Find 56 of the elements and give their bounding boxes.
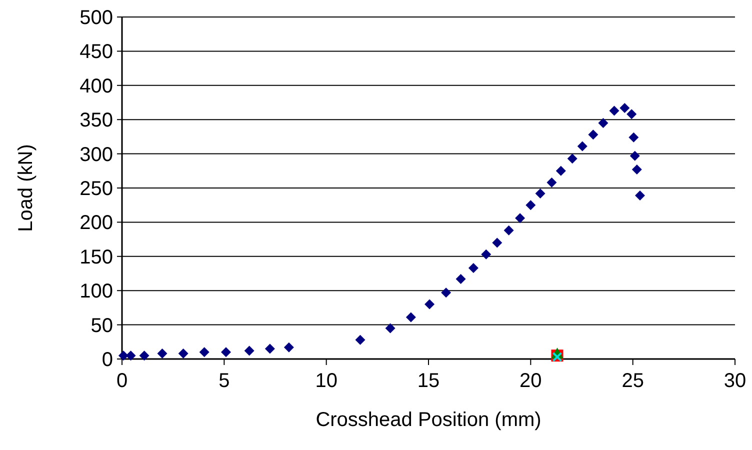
point: [504, 225, 514, 236]
point: [385, 323, 396, 334]
point: [526, 200, 536, 210]
y-axis-title: Load (kN): [15, 144, 37, 232]
point: [139, 350, 150, 361]
point: [264, 344, 275, 354]
point: [456, 274, 466, 284]
y-tick-label: 450: [80, 41, 113, 64]
point: [546, 178, 557, 188]
point: [567, 154, 578, 164]
point: [515, 213, 526, 224]
y-tick-label: 150: [80, 246, 113, 268]
point: [492, 238, 502, 248]
x-axis-title: Crosshead Position (mm): [316, 409, 542, 431]
y-tick-label: 50: [90, 314, 113, 337]
point: [424, 299, 435, 310]
y-tick-label: 500: [80, 7, 113, 29]
point: [284, 342, 294, 352]
x-tick-label: 20: [520, 370, 542, 392]
point: [481, 249, 492, 260]
point: [598, 118, 608, 128]
point: [630, 150, 640, 161]
x-tick-label: 0: [116, 370, 128, 392]
point: [178, 348, 188, 359]
point: [620, 102, 630, 113]
y-tick-label: 300: [80, 144, 113, 166]
point: [556, 166, 566, 176]
point: [588, 130, 598, 140]
y-tick-label: 350: [80, 110, 113, 132]
y-tick-label: 400: [80, 75, 113, 98]
point: [577, 141, 588, 152]
x-tick-label: 30: [724, 370, 746, 392]
point: [157, 348, 168, 359]
point: [626, 109, 637, 120]
point: [632, 164, 642, 175]
y-tick-label: 200: [80, 212, 113, 234]
point: [609, 106, 620, 116]
x-tick-label: 10: [315, 370, 338, 392]
point: [628, 132, 639, 142]
point: [355, 334, 366, 345]
x-tick-label: 15: [417, 370, 440, 392]
y-tick-label: 0: [102, 349, 113, 371]
point: [406, 312, 416, 322]
y-tick-label: 100: [80, 280, 113, 303]
point: [199, 347, 210, 358]
y-tick-label: 250: [80, 178, 113, 200]
point: [441, 288, 452, 298]
point: [126, 350, 136, 361]
point: [118, 350, 128, 361]
point: [468, 263, 478, 274]
x-tick-label: 5: [218, 370, 230, 392]
point: [535, 188, 546, 198]
point: [634, 190, 645, 201]
x-tick-label: 25: [622, 370, 644, 392]
point: [244, 346, 254, 356]
point: [221, 347, 232, 358]
